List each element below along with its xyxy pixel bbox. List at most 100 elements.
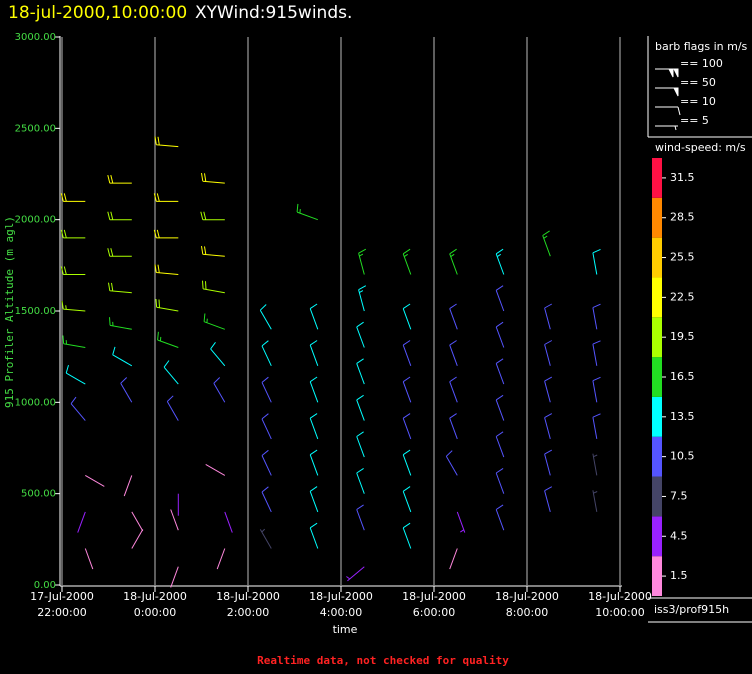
wind-barb [213,377,226,403]
wind-barb [495,504,505,531]
wind-barb [261,486,272,513]
chart-subtitle: XYWind:915winds. [195,3,352,23]
y-tick-label: 2500.00 [15,123,56,134]
wind-barb [449,376,458,403]
wind-barb [402,248,412,275]
colorbar-label: 7.5 [670,489,688,502]
colorbar-label: 22.5 [670,290,695,303]
wind-barb [157,331,179,348]
legend-barb [655,68,679,78]
x-tick-label: 18-Jul-2000 [216,590,280,603]
wind-barb [153,193,179,202]
wind-barb [495,248,505,275]
colorbar-swatch [652,396,662,437]
colorbar-swatch [652,476,662,517]
x-tick-label: 18-Jul-2000 [309,590,373,603]
legend-barb [655,106,681,116]
wind-barb [203,313,225,330]
wind-barb [592,248,601,275]
x-tick-label: 6:00:00 [413,606,455,619]
wind-barb [449,248,458,275]
wind-barb [84,548,94,570]
chart-title: 18-jul-2000,10:00:00 [8,3,187,23]
wind-barb [154,136,179,148]
wind-barb [358,248,367,275]
wind-barb [592,413,601,439]
colorbar-swatch [652,357,662,397]
wind-barb [62,335,86,348]
y-tick-label: 1500.00 [15,306,56,317]
wind-barb [346,566,365,582]
wind-barb [402,303,412,330]
wind-barb [456,511,466,533]
x-tick-label: 10:00:00 [595,606,644,619]
wind-barb [449,548,458,570]
wind-barb [109,317,132,330]
wind-barb [309,522,319,549]
wind-barb [544,449,553,476]
legend-barb [655,125,678,131]
colorbar-label: 25.5 [670,251,695,264]
colorbar-swatch [652,237,662,278]
wind-barb [309,413,319,440]
x-tick-label: 0:00:00 [134,606,176,619]
x-tick-label: 18-Jul-2000 [402,590,466,603]
colorbar-swatch [652,516,662,557]
footer-note: Realtime data, not checked for quality [257,654,509,667]
wind-barb [60,193,86,202]
x-tick-label: 18-Jul-2000 [495,590,559,603]
wind-barb [70,396,86,421]
wind-barb [107,174,132,184]
colorbar-swatch [652,158,662,198]
wind-barb [166,395,179,421]
y-tick-label: 0.00 [34,580,56,591]
colorbar-swatch [652,556,662,596]
wind-barb [449,340,458,366]
wind-barb [495,394,505,421]
y-tick-label: 2000.00 [15,215,56,226]
colorbar-label: 19.5 [670,330,695,343]
wind-barb [77,511,86,533]
wind-barb [259,304,272,330]
wind-barb [402,486,412,513]
colorbar-title: wind-speed: m/s [655,141,746,154]
y-tick-label: 3000.00 [15,32,56,43]
colorbar-label: 1.5 [670,569,688,582]
wind-barb [592,453,598,476]
wind-barb [309,449,319,476]
wind-barb [544,413,553,440]
wind-barb [123,475,133,497]
wind-barb [201,246,225,257]
wind-barb [544,303,553,330]
wind-barb [202,280,225,294]
wind-barb [544,486,553,513]
colorbar-swatch [652,197,662,238]
wind-barb [60,266,86,275]
wind-barb [61,300,86,312]
wind-barb [495,431,505,458]
wind-barb [449,413,458,440]
wind-barb [356,467,365,494]
y-axis-label: 915 Profiler Altitude (m agl) [3,216,16,408]
wind-barb [261,376,272,403]
wind-barb [309,486,319,513]
colorbar-label: 10.5 [670,450,695,463]
wind-barb [495,467,505,494]
wind-barb [108,282,132,294]
wind-barb [60,229,86,239]
wind-barb [200,211,225,221]
x-tick-label: 18-Jul-2000 [123,590,187,603]
wind-barb [402,376,412,403]
colorbar-label: 31.5 [670,171,695,184]
colorbar-swatch [652,277,662,318]
wind-barb [592,376,601,403]
wind-barb [542,230,551,257]
wind-barb [309,340,319,366]
source-label: iss3/prof915h [654,603,729,616]
wind-barb [107,211,132,221]
wind-barb [170,509,179,531]
colorbar-label: 13.5 [670,410,695,423]
barb-legend-title: barb flags in m/s [655,40,748,53]
legend-label: == 100 [680,57,723,70]
